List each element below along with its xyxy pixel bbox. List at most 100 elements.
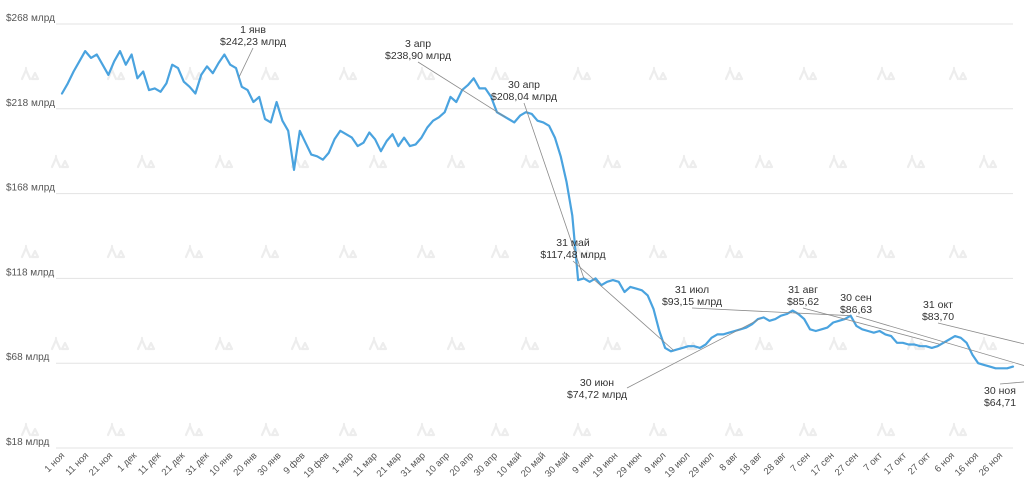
brand-logo-icon [136, 336, 156, 351]
brand-logo-icon [724, 244, 744, 259]
brand-logo-icon [520, 154, 540, 169]
brand-logo-icon [648, 244, 668, 259]
brand-logo-icon [446, 154, 466, 169]
y-gridlines [56, 23, 1013, 449]
brand-logo-icon [338, 66, 358, 81]
annotation-value-label: $85,62 [787, 296, 819, 308]
x-tick-label: 11 мар [351, 450, 380, 479]
annotation-leader-line [937, 322, 1024, 345]
x-tick-label: 11 дек [136, 450, 164, 478]
x-tick-label: 20 май [519, 450, 548, 479]
brand-logo-icon [828, 336, 848, 351]
x-tick-label: 16 ноя [953, 450, 981, 478]
y-tick-label: $118 млрд [6, 267, 54, 278]
brand-logo-icon [20, 66, 40, 81]
annotation-leader-line [238, 47, 254, 78]
annotation-date-label: 31 окт [923, 299, 953, 311]
brand-logo-icon [416, 244, 436, 259]
y-tick-label: $68 млрд [6, 352, 50, 363]
annotation-date-label: 31 авг [788, 284, 818, 296]
brand-logo-icon [416, 66, 436, 81]
brand-logo-icon [50, 336, 70, 351]
brand-logo-icon [20, 422, 40, 437]
annotation-date-label: 30 июн [580, 377, 614, 389]
brand-logo-icon [724, 422, 744, 437]
brand-logo-icon [876, 422, 896, 437]
x-tick-label: 31 дек [184, 450, 212, 478]
annotation-date-label: 30 сен [840, 292, 872, 304]
annotation-leader-line [802, 307, 941, 345]
annotation-leader-line [855, 315, 1024, 366]
annotation-value-label: $242,23 млрд [220, 36, 286, 48]
brand-logo-icon [798, 422, 818, 437]
annotation-value-label: $64,71 [984, 397, 1016, 409]
annotation: 30 апр$208,04 млрд [491, 79, 585, 279]
x-tick-label: 29 июн [615, 450, 645, 480]
brand-logo-icon [446, 336, 466, 351]
brand-logo-icon [948, 422, 968, 437]
x-tick-label: 26 ноя [977, 450, 1005, 478]
brand-logo-icon [106, 244, 126, 259]
annotation: 31 окт$83,70 [922, 299, 1024, 345]
brand-logo-icon [136, 154, 156, 169]
x-tick-label: 19 фев [302, 450, 332, 480]
annotation: 3 апр$238,90 млрд [385, 38, 506, 118]
annotation-leader-line [572, 260, 675, 351]
x-tick-label: 10 апр [424, 450, 452, 478]
annotation-date-label: 30 ноя [984, 385, 1016, 397]
brand-logo-icon [948, 66, 968, 81]
brand-logo-icon [978, 154, 998, 169]
y-tick-label: $18 млрд [6, 437, 50, 448]
brand-logo-icon [876, 66, 896, 81]
annotation: 31 май$117,48 млрд [540, 237, 675, 351]
brand-logo-icon [678, 154, 698, 169]
brand-logo-icon [260, 244, 280, 259]
brand-logo-icon [214, 154, 234, 169]
brand-logo-icon [754, 336, 774, 351]
brand-logo-icon [798, 244, 818, 259]
annotation: 31 авг$85,62 [787, 284, 941, 345]
brand-logo-icon [338, 422, 358, 437]
annotation-date-label: 31 май [556, 237, 590, 249]
annotation: 31 июл$93,15 млрд [662, 284, 851, 317]
x-tick-label: 30 апр [472, 450, 500, 478]
brand-logo-icon [490, 66, 510, 81]
brand-logo-icon [572, 66, 592, 81]
y-axis-tick-labels: $268 млрд $218 млрд $168 млрд $118 млрд $68 … [6, 13, 55, 448]
x-tick-label: 20 апр [448, 450, 476, 478]
brand-logo-icon [368, 154, 388, 169]
x-tick-label: 19 июн [591, 450, 621, 480]
brand-logo-icon [572, 422, 592, 437]
x-tick-label: 31 мар [399, 450, 428, 479]
annotation-value-label: $238,90 млрд [385, 50, 451, 62]
series-line [60, 49, 1015, 370]
x-tick-label: 30 янв [256, 450, 284, 478]
x-tick-label: 19 июл [663, 450, 693, 480]
x-tick-label: 29 июл [687, 450, 717, 480]
x-tick-label: 20 янв [231, 450, 259, 478]
annotation-date-label: 1 янв [240, 24, 266, 36]
brand-logo-icon [20, 244, 40, 259]
y-tick-label: $268 млрд [6, 13, 55, 24]
annotation: 30 сен$86,63 [840, 292, 1024, 366]
brand-logo-icon [520, 336, 540, 351]
annotation-value-label: $83,70 [922, 311, 954, 323]
annotation-leader-line [417, 61, 506, 118]
x-tick-label: 21 ноя [87, 450, 115, 478]
x-tick-label: 30 май [543, 450, 572, 479]
brand-logo-icon [978, 336, 998, 351]
x-tick-label: 28 авг [762, 450, 789, 477]
annotation-value-label: $93,15 млрд [662, 296, 722, 308]
brand-logo-icon [290, 336, 310, 351]
annotation: 30 ноя$64,71 [984, 381, 1024, 409]
annotation: 30 июн$74,72 млрд [567, 317, 761, 401]
annotation: 1 янв$242,23 млрд [220, 24, 286, 78]
brand-logo-icon [368, 336, 388, 351]
brand-logo-icon [906, 154, 926, 169]
annotation-value-label: $86,63 [840, 304, 872, 316]
brand-logo-icon [648, 66, 668, 81]
annotation-value-label: $208,04 млрд [491, 91, 557, 103]
